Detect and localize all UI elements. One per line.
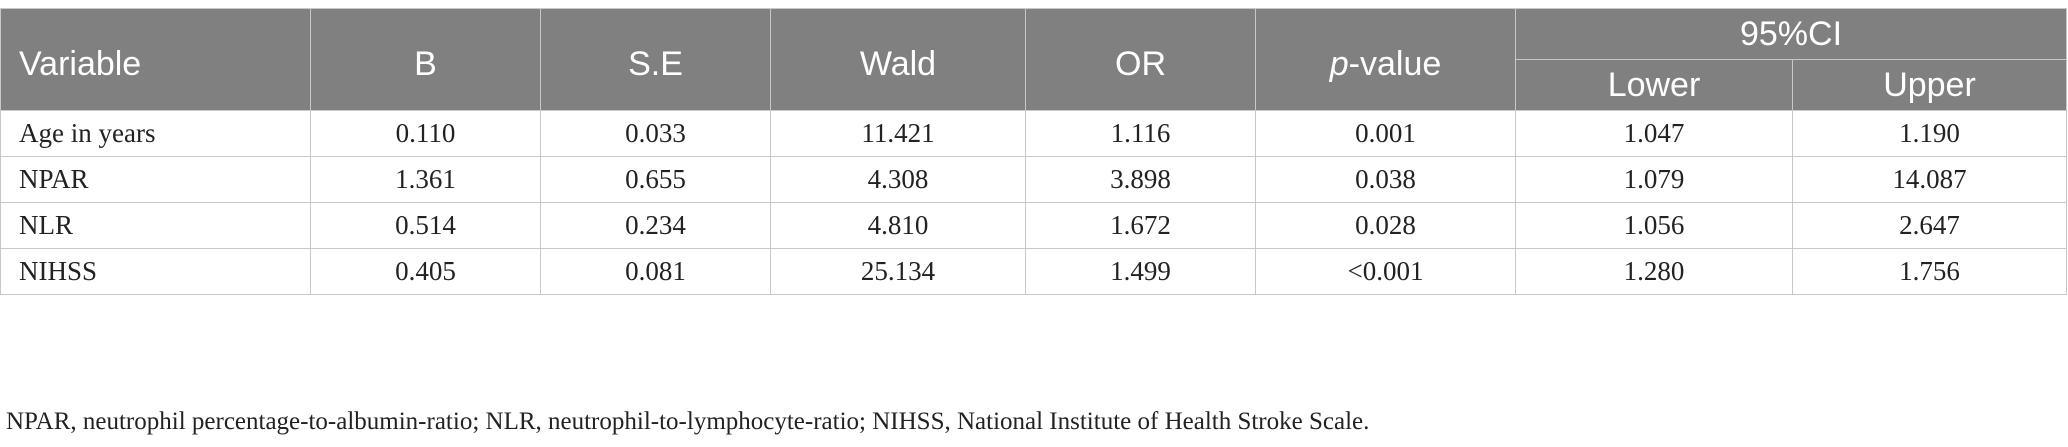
cell-ci-lower: 1.280 bbox=[1515, 248, 1793, 295]
cell-ci-upper: 2.647 bbox=[1792, 202, 2067, 249]
cell-p-value: 0.001 bbox=[1255, 110, 1516, 157]
cell-wald: 4.308 bbox=[770, 156, 1026, 203]
cell-ci-lower: 1.056 bbox=[1515, 202, 1793, 249]
table-row: Age in years 0.110 0.033 11.421 1.116 0.… bbox=[0, 110, 2067, 157]
cell-variable: NPAR bbox=[0, 156, 311, 203]
header-ci-lower: Lower bbox=[1515, 59, 1793, 111]
cell-wald: 4.810 bbox=[770, 202, 1026, 249]
cell-variable: Age in years bbox=[0, 110, 311, 157]
table-body: Age in years 0.110 0.033 11.421 1.116 0.… bbox=[0, 110, 2067, 295]
header-b: B bbox=[310, 8, 541, 111]
cell-or: 1.116 bbox=[1025, 110, 1256, 157]
cell-or: 1.499 bbox=[1025, 248, 1256, 295]
cell-b: 0.514 bbox=[310, 202, 541, 249]
cell-b: 0.110 bbox=[310, 110, 541, 157]
table-header: Variable B S.E Wald OR p-value 95%CI Low… bbox=[0, 8, 2067, 111]
cell-se: 0.655 bbox=[540, 156, 771, 203]
cell-variable: NLR bbox=[0, 202, 311, 249]
header-ci-upper: Upper bbox=[1792, 59, 2067, 111]
cell-b: 1.361 bbox=[310, 156, 541, 203]
cell-wald: 11.421 bbox=[770, 110, 1026, 157]
cell-b: 0.405 bbox=[310, 248, 541, 295]
cell-se: 0.033 bbox=[540, 110, 771, 157]
table-row: NLR 0.514 0.234 4.810 1.672 0.028 1.056 … bbox=[0, 202, 2067, 249]
cell-ci-lower: 1.079 bbox=[1515, 156, 1793, 203]
cell-ci-upper: 14.087 bbox=[1792, 156, 2067, 203]
cell-wald: 25.134 bbox=[770, 248, 1026, 295]
cell-ci-upper: 1.756 bbox=[1792, 248, 2067, 295]
header-wald: Wald bbox=[770, 8, 1026, 111]
table-row: NIHSS 0.405 0.081 25.134 1.499 <0.001 1.… bbox=[0, 248, 2067, 295]
cell-p-value: 0.028 bbox=[1255, 202, 1516, 249]
header-or: OR bbox=[1025, 8, 1256, 111]
regression-table: Variable B S.E Wald OR p-value 95%CI Low… bbox=[0, 8, 2067, 295]
cell-p-value: <0.001 bbox=[1255, 248, 1516, 295]
header-p-value: p-value bbox=[1255, 8, 1516, 111]
header-variable: Variable bbox=[0, 8, 311, 111]
cell-or: 1.672 bbox=[1025, 202, 1256, 249]
header-ci: 95%CI bbox=[1515, 8, 2067, 60]
cell-variable: NIHSS bbox=[0, 248, 311, 295]
table-footnote: NPAR, neutrophil percentage-to-albumin-r… bbox=[6, 408, 1370, 435]
cell-se: 0.081 bbox=[540, 248, 771, 295]
header-se: S.E bbox=[540, 8, 771, 111]
header-p-italic: p bbox=[1329, 45, 1349, 83]
table-row: NPAR 1.361 0.655 4.308 3.898 0.038 1.079… bbox=[0, 156, 2067, 203]
cell-ci-upper: 1.190 bbox=[1792, 110, 2067, 157]
cell-se: 0.234 bbox=[540, 202, 771, 249]
header-p-suffix: -value bbox=[1348, 45, 1442, 83]
cell-ci-lower: 1.047 bbox=[1515, 110, 1793, 157]
cell-or: 3.898 bbox=[1025, 156, 1256, 203]
cell-p-value: 0.038 bbox=[1255, 156, 1516, 203]
regression-table-container: Variable B S.E Wald OR p-value 95%CI Low… bbox=[0, 8, 2067, 295]
